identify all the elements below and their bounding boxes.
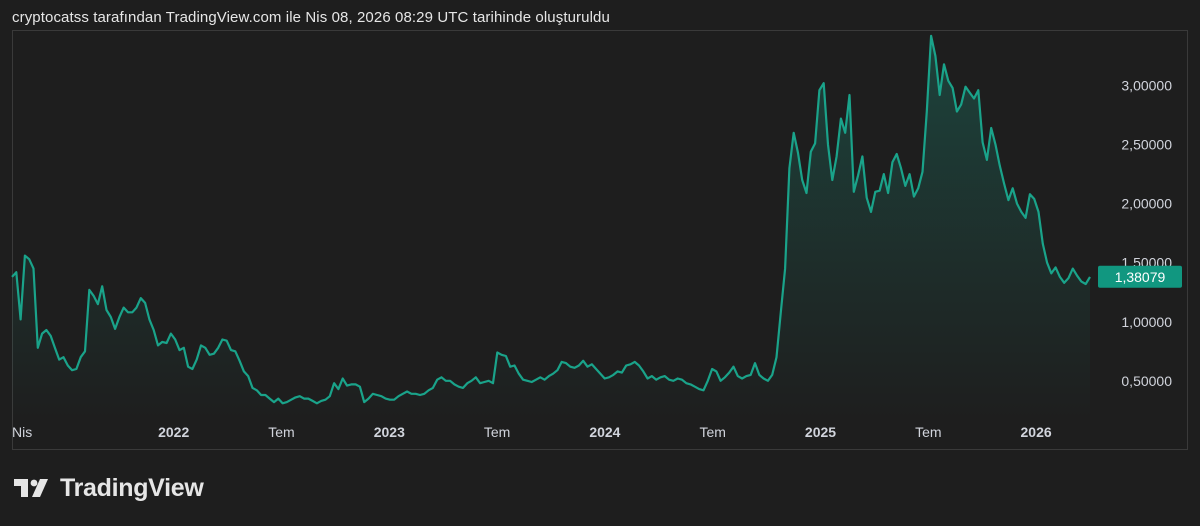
tradingview-logo-icon — [14, 479, 48, 497]
last-price-value: 1,38079 — [1115, 269, 1166, 285]
x-tick-label: Nis — [12, 424, 32, 440]
x-tick-label: Tem — [915, 424, 941, 440]
price-area-fill — [12, 35, 1090, 422]
y-tick-label: 2,50000 — [1121, 137, 1172, 153]
x-tick-label: 2022 — [158, 424, 189, 440]
tradingview-wordmark: TradingView — [60, 473, 204, 502]
x-axis: Nis 2022 Tem 2023 Tem 2024 Tem 2025 Tem 2026 — [12, 424, 1052, 440]
chart-caption: cryptocatss tarafından TradingView.com i… — [12, 9, 610, 26]
y-tick-label: 2,00000 — [1121, 196, 1172, 212]
price-line — [11, 34, 1091, 405]
y-tick-label: 3,00000 — [1121, 78, 1172, 94]
x-tick-label: 2025 — [805, 424, 836, 440]
x-tick-label: Tem — [484, 424, 510, 440]
y-tick-label: 0,50000 — [1121, 373, 1172, 389]
y-tick-label: 1,00000 — [1121, 314, 1172, 330]
x-tick-label: 2026 — [1021, 424, 1052, 440]
y-axis: 3,000002,500002,000001,500001,000000,500… — [1121, 78, 1172, 389]
x-tick-label: Tem — [268, 424, 294, 440]
x-tick-label: Tem — [699, 424, 725, 440]
tradingview-brand[interactable]: TradingView — [14, 472, 204, 504]
chart-frame — [12, 30, 1188, 450]
x-tick-label: 2023 — [374, 424, 405, 440]
last-price-badge — [1098, 265, 1182, 288]
x-tick-label: 2024 — [589, 424, 620, 440]
plot-area — [11, 34, 1091, 422]
last-price-label: 1,38079 — [1098, 265, 1182, 288]
